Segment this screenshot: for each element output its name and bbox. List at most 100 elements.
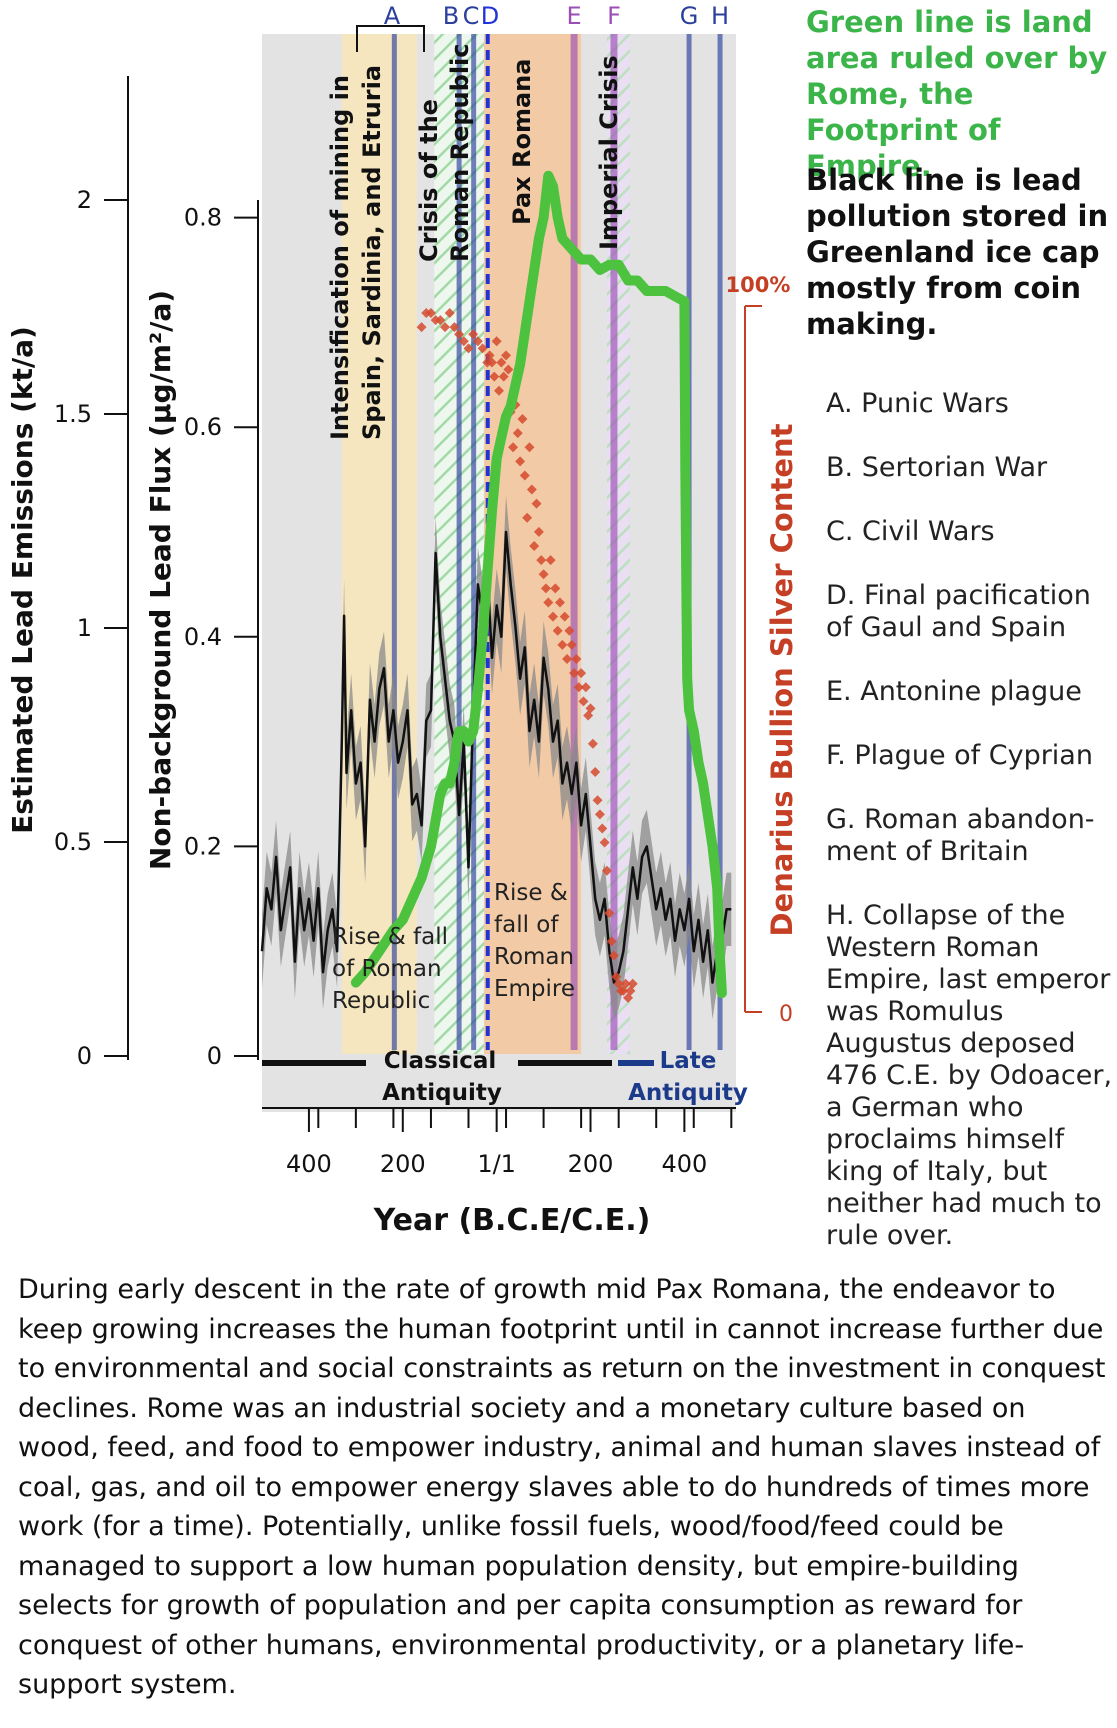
silver-content-point <box>524 442 535 453</box>
silver-content-point <box>571 654 582 664</box>
inner-y-tick-label: 0.2 <box>184 832 222 860</box>
inner-y-tick-label: 0.8 <box>184 204 222 232</box>
event-marker-label: D <box>481 2 499 30</box>
event-marker-label: C <box>463 2 480 30</box>
silver-content-point <box>501 350 512 361</box>
x-tick-label: 200 <box>380 1150 426 1178</box>
event-f-item: F. Plague of Cyprian <box>826 740 1093 771</box>
event-marker-label: E <box>567 2 582 30</box>
silver-content-point <box>555 597 566 608</box>
period-label: Spain, Sardinia, and Etruria <box>358 65 386 440</box>
period-label: Intensification of mining in <box>326 75 354 440</box>
right-y-tick-label: 100% <box>726 273 791 297</box>
lead-uncertainty-band <box>262 495 732 1020</box>
silver-content-point <box>604 908 615 919</box>
silver-content-point <box>435 315 446 326</box>
outer-y-tick-label: 0.5 <box>54 828 92 856</box>
silver-content-point <box>545 555 556 566</box>
silver-content-point <box>590 766 601 777</box>
silver-content-point <box>515 456 526 467</box>
silver-content-point <box>606 936 617 947</box>
silver-content-point <box>585 703 596 714</box>
silver-content-point <box>594 809 605 820</box>
silver-content-point <box>536 555 547 566</box>
silver-content-point <box>477 343 488 354</box>
silver-content-point <box>486 357 497 368</box>
event-marker-label: G <box>680 2 699 30</box>
period-label: Pax Romana <box>508 59 536 225</box>
silver-content-point <box>522 512 533 523</box>
event-a-item: A. Punic Wars <box>826 388 1009 419</box>
era-label: Classical <box>384 1048 497 1074</box>
silver-content-point <box>496 357 507 368</box>
silver-content-point <box>608 950 619 961</box>
silver-content-point <box>543 597 554 608</box>
outer-y-tick-label: 0 <box>77 1042 92 1070</box>
silver-content-point <box>564 625 575 636</box>
silver-content-point <box>529 541 540 552</box>
period-note-text: of Roman <box>332 956 442 982</box>
event-marker-label: B <box>443 2 459 30</box>
x-tick-label: 400 <box>286 1150 332 1178</box>
silver-content-point <box>519 470 530 481</box>
punic-wars-bracket <box>356 25 425 52</box>
silver-content-point <box>540 583 551 594</box>
period-band <box>341 34 417 1054</box>
silver-content-point <box>597 823 608 834</box>
silver-content-point <box>627 978 638 989</box>
inner-y-tick-label: 0 <box>207 1042 222 1070</box>
silver-content-point <box>599 837 610 848</box>
right-y-tick-label: 0 <box>779 1002 793 1027</box>
silver-content-point <box>552 625 563 636</box>
silver-content-point <box>425 308 436 319</box>
axes: 0 0.5 1 1.5 2 0 0.2 0.4 0.6 0.8 Estimated Lead Emi… <box>6 76 799 1238</box>
lead-emissions-chart: 0 0.5 1 1.5 2 0 0.2 0.4 0.6 0.8 Estimated Lead Emi… <box>6 2 799 1238</box>
silver-content-point <box>601 865 612 876</box>
event-marker-label: A <box>384 2 401 30</box>
event-d-item: D. Final pacification of Gaul and Spain <box>826 580 1091 643</box>
empire-footprint-line <box>350 170 727 999</box>
caption-paragraph: During early descent in the rate of grow… <box>18 1274 1106 1700</box>
lead-pollution-line <box>260 530 732 984</box>
outer-y-axis-title: Estimated Lead Emissions (kt/a) <box>6 326 39 834</box>
silver-content-point <box>569 668 580 679</box>
silver-content-point <box>533 526 544 537</box>
silver-content-point <box>463 343 474 354</box>
era-label: Late <box>660 1048 717 1074</box>
silver-content-point <box>538 569 549 580</box>
outer-y-tick-label: 1 <box>77 614 92 642</box>
silver-content-point <box>454 329 465 340</box>
silver-content-series <box>416 308 638 1003</box>
outer-y-tick-label: 1.5 <box>54 400 92 428</box>
silver-content-point <box>489 371 500 382</box>
period-label: Crisis of the <box>415 99 443 262</box>
silver-content-point <box>592 795 603 806</box>
x-tick-label: 200 <box>568 1150 614 1178</box>
silver-content-point <box>557 639 568 650</box>
silver-content-point <box>458 336 469 347</box>
event-g-item: G. Roman abandon-ment of Britain <box>826 804 1095 867</box>
green-line-note: Green line is land area ruled over by Ro… <box>806 5 1108 183</box>
silver-content-point <box>531 498 542 509</box>
event-b-item: B. Sertorian War <box>826 452 1048 483</box>
event-h-item: H. Collapse of the Western Roman Empire,… <box>826 900 1113 1251</box>
x-axis-title: Year (B.C.E/C.E.) <box>373 1203 651 1238</box>
silver-content-point <box>444 308 455 319</box>
silver-content-point <box>566 639 577 650</box>
period-note-text: Republic <box>332 988 430 1014</box>
empire-footprint-series <box>350 170 727 999</box>
x-tick-label: 400 <box>661 1150 707 1178</box>
silver-content-point <box>620 978 631 989</box>
silver-content-point <box>526 484 537 495</box>
x-tick-label: 1/1 <box>477 1150 516 1178</box>
silver-content-point <box>512 428 523 439</box>
silver-content-point <box>468 329 479 340</box>
chart-labels: Intensification of mining in Spain, Sardi… <box>326 2 748 1106</box>
period-note-text: Rise & <box>494 880 568 906</box>
event-c-item: C. Civil Wars <box>826 516 995 547</box>
period-label: Imperial Crisis <box>595 55 623 250</box>
silver-content-point <box>440 322 451 333</box>
outer-y-tick-label: 2 <box>77 186 92 214</box>
silver-content-point <box>449 322 460 333</box>
silver-content-point <box>576 668 587 679</box>
